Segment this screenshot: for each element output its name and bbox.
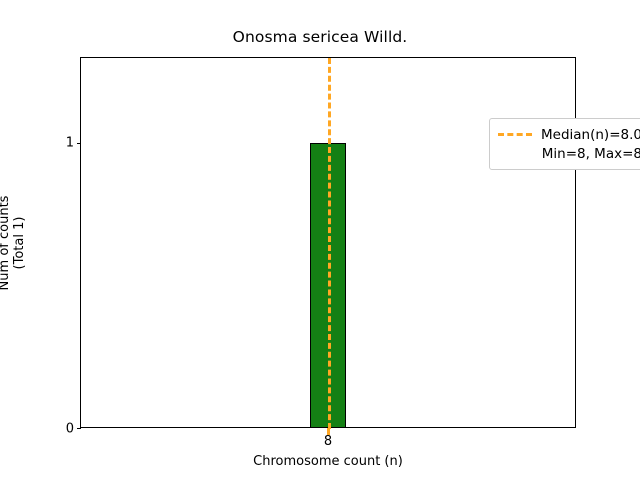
- y-axis-label-line2: (Total 1): [12, 216, 27, 269]
- x-axis-label: Chromosome count (n): [253, 454, 403, 469]
- legend: Median(n)=8.0 Min=8, Max=8: [489, 118, 640, 170]
- y-tick-label-0: 0: [65, 421, 74, 437]
- y-axis-label-line1: Num of counts: [0, 195, 12, 290]
- legend-entry-median: Median(n)=8.0: [498, 125, 640, 144]
- median-line: [328, 58, 331, 429]
- plot-area: 0 1 8 Median(n)=8.0 Min=8, Max=8: [66, 57, 640, 449]
- y-axis-label: Num of counts (Total 1): [0, 57, 27, 428]
- legend-label-median: Median(n)=8.0: [541, 126, 640, 143]
- chart-title: Onosma sericea Willd.: [232, 28, 408, 46]
- legend-label-minmax: Min=8, Max=8: [541, 145, 640, 162]
- dashed-line-icon: [498, 133, 532, 136]
- median-line-overhang: [327, 428, 330, 435]
- y-tick-mark-0: [77, 428, 81, 429]
- y-tick-mark-1: [77, 143, 81, 144]
- x-tick-label-8: 8: [323, 434, 333, 449]
- y-tick-label-1: 1: [65, 135, 74, 151]
- legend-entry-minmax: Min=8, Max=8: [498, 144, 640, 163]
